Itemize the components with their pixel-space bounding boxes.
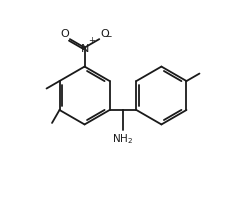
Text: O: O — [100, 29, 109, 39]
Text: N: N — [80, 43, 89, 53]
Text: NH$_2$: NH$_2$ — [113, 131, 133, 145]
Text: −: − — [104, 31, 112, 40]
Text: +: + — [88, 36, 95, 45]
Text: O: O — [60, 29, 69, 39]
